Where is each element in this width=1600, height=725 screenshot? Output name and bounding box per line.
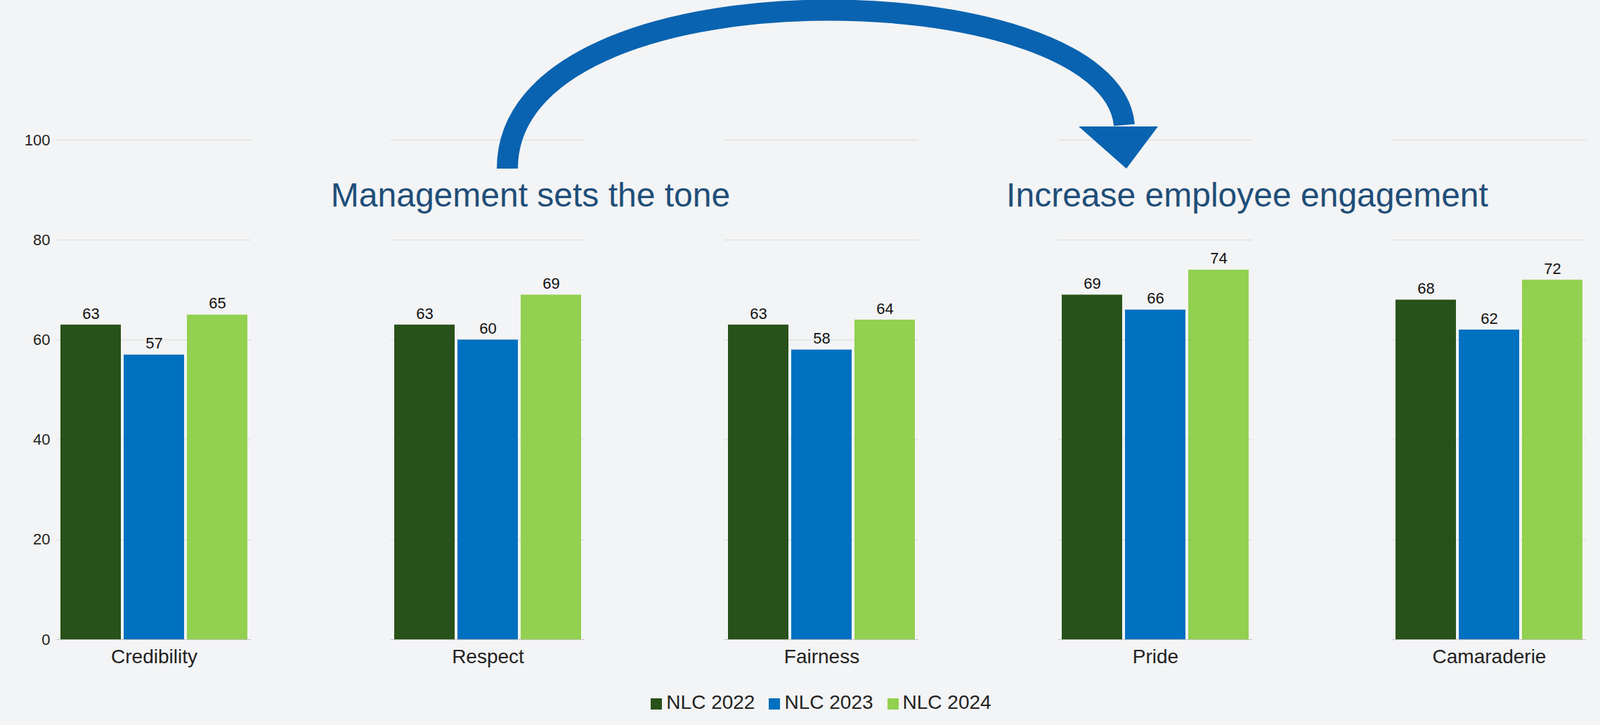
svg-text:Camaraderie: Camaraderie [1432,645,1547,668]
svg-text:63: 63 [415,304,433,323]
svg-text:66: 66 [1146,289,1164,308]
svg-text:58: 58 [812,329,830,348]
svg-text:100: 100 [24,131,51,149]
svg-text:72: 72 [1543,259,1561,278]
svg-text:Increase employee engagement: Increase employee engagement [1006,176,1489,214]
svg-text:69: 69 [542,274,560,293]
svg-text:Credibility: Credibility [111,645,198,668]
svg-text:68: 68 [1417,279,1435,298]
html-text:NLC 2024: NLC 2024 [902,691,992,714]
svg-text:Fairness: Fairness [784,645,860,668]
html-text:NLC 2022: NLC 2022 [666,691,756,714]
svg-text:74: 74 [1210,249,1227,268]
svg-text:62: 62 [1480,309,1498,328]
html-text:NLC 2023: NLC 2023 [784,691,874,714]
svg-text:63: 63 [82,304,100,323]
svg-text:Pride: Pride [1132,645,1179,668]
svg-text:40: 40 [33,430,50,449]
svg-text:63: 63 [749,304,767,323]
svg-text:64: 64 [876,300,894,318]
svg-text:69: 69 [1083,274,1101,293]
svg-text:65: 65 [208,294,226,312]
svg-text:0: 0 [41,631,50,649]
svg-text:60: 60 [33,330,50,349]
svg-text:57: 57 [145,334,163,353]
svg-text:80: 80 [33,231,50,249]
svg-text:20: 20 [33,530,50,549]
svg-text:60: 60 [479,319,497,338]
svg-text:Respect: Respect [451,645,525,668]
svg-text:Management sets the tone: Management sets the tone [330,176,731,214]
